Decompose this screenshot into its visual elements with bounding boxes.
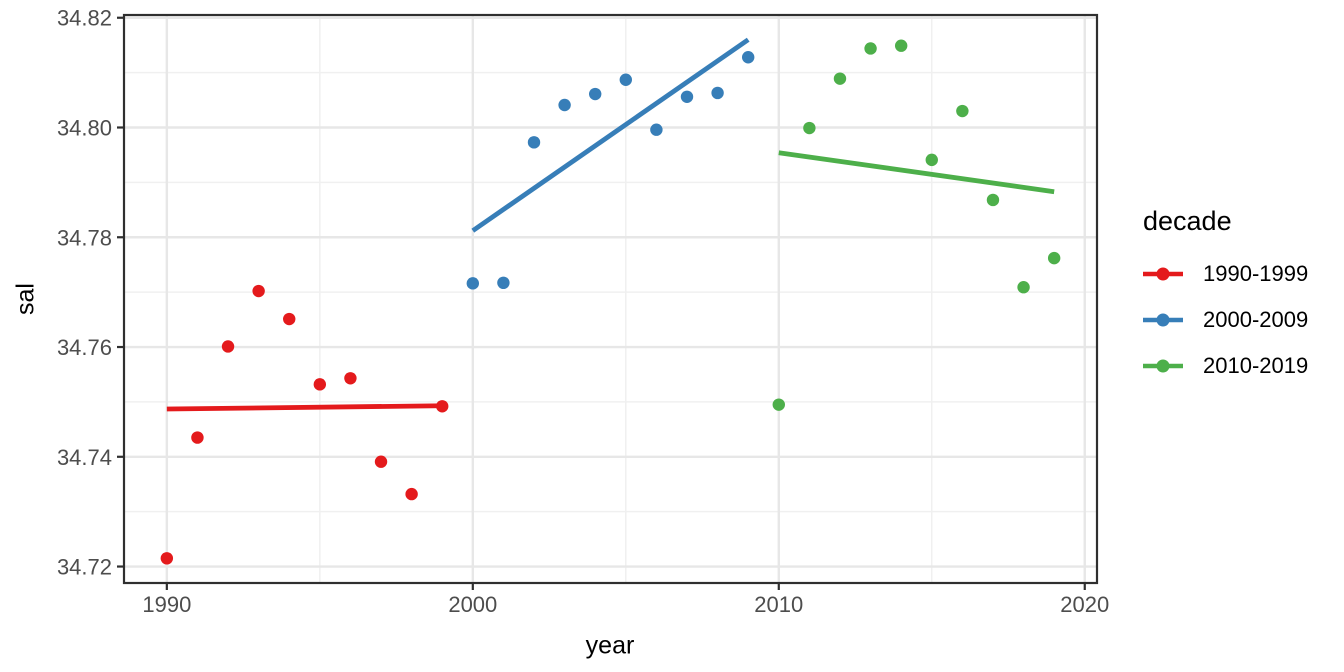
data-point — [1047, 251, 1061, 265]
y-tick-label: 34.74 — [57, 445, 112, 470]
panel-border — [122, 13, 1099, 585]
data-point — [252, 284, 265, 298]
trend-line — [166, 403, 443, 412]
data-point — [619, 73, 632, 86]
data-point — [558, 98, 571, 112]
y-tick-label: 34.78 — [57, 225, 112, 250]
x-axis-title: year — [585, 631, 635, 660]
data-point — [589, 87, 602, 101]
x-tick-label: 2020 — [1060, 592, 1109, 617]
trend-line — [778, 150, 1055, 195]
data-point — [925, 153, 938, 167]
legend-entry-label: 2010-2019 — [1203, 353, 1309, 378]
data-point — [221, 340, 235, 353]
data-point — [527, 136, 541, 149]
legend-entry-label: 1990-1999 — [1203, 261, 1309, 286]
data-point — [711, 86, 724, 100]
data-point — [741, 51, 755, 64]
legend-key-line-dot-icon — [1143, 359, 1183, 373]
data-point — [160, 552, 174, 565]
x-tick-label: 1990 — [142, 592, 191, 617]
legend-key-line-dot-icon — [1143, 313, 1183, 327]
y-tick-label: 34.80 — [57, 116, 112, 141]
legend-entry: 2010-2019 — [1143, 343, 1308, 389]
data-point — [466, 277, 480, 290]
data-point — [283, 312, 296, 326]
y-axis-title: sal — [11, 283, 40, 315]
data-point — [313, 378, 327, 391]
data-point — [772, 398, 785, 411]
data-point — [344, 372, 357, 385]
data-point — [1017, 281, 1030, 294]
data-point — [680, 90, 694, 103]
data-point — [803, 121, 816, 135]
x-tick-label: 2000 — [448, 592, 497, 617]
data-point — [191, 431, 204, 444]
data-point — [894, 39, 908, 52]
legend: decade 1990-1999 2000-2009 2010-2019 — [1143, 206, 1308, 389]
y-tick-label: 34.76 — [57, 335, 112, 360]
legend-entries: 1990-1999 2000-2009 2010-2019 — [1143, 251, 1308, 389]
data-point — [986, 193, 1000, 207]
panel-background — [124, 15, 1097, 583]
data-point — [374, 455, 388, 468]
data-point — [956, 104, 969, 118]
data-point — [864, 42, 877, 55]
legend-entry-label: 2000-2009 — [1203, 307, 1309, 332]
legend-entry: 1990-1999 — [1143, 251, 1308, 297]
data-point — [405, 487, 418, 501]
legend-entry: 2000-2009 — [1143, 297, 1308, 343]
y-tick-label: 34.82 — [57, 6, 112, 31]
x-tick-label: 2010 — [754, 592, 803, 617]
data-point — [497, 276, 510, 290]
data-point — [833, 72, 847, 85]
legend-key-line-dot-icon — [1143, 267, 1183, 281]
trend-line — [471, 37, 750, 233]
y-tick-label: 34.72 — [57, 555, 112, 580]
legend-title: decade — [1143, 206, 1232, 236]
data-point — [650, 123, 663, 136]
